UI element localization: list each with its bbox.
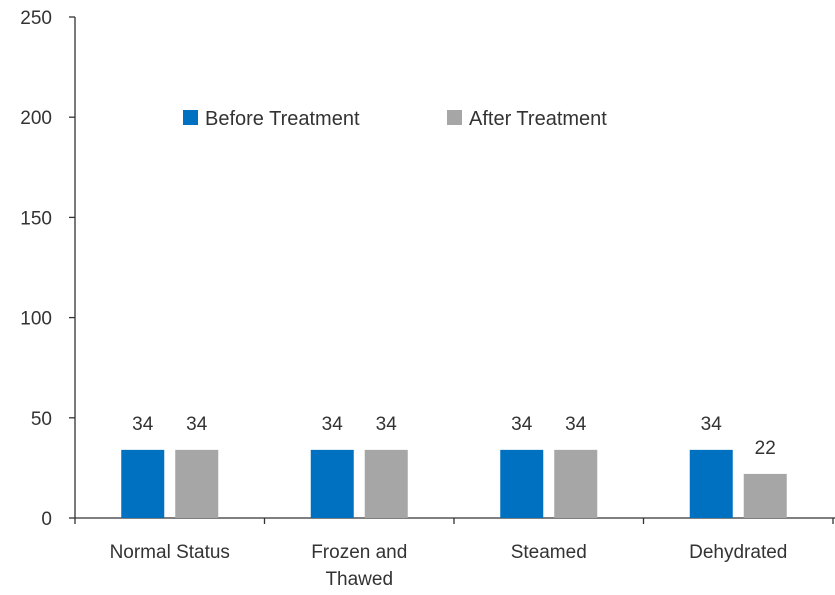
bar-before bbox=[500, 449, 544, 518]
data-label: 34 bbox=[511, 414, 533, 435]
x-category-label: Frozen and Thawed bbox=[311, 542, 407, 590]
y-tick-label: 0 bbox=[41, 509, 52, 530]
bar-before bbox=[310, 449, 354, 518]
data-label: 34 bbox=[322, 414, 344, 435]
bar-before bbox=[689, 449, 733, 518]
legend-label: Before Treatment bbox=[205, 108, 360, 130]
bar-after bbox=[175, 449, 219, 518]
data-label: 34 bbox=[701, 414, 723, 435]
x-category-label: Dehydrated bbox=[689, 542, 787, 563]
data-label: 22 bbox=[755, 438, 776, 459]
bar-before bbox=[121, 449, 165, 518]
y-tick-label: 100 bbox=[20, 309, 52, 330]
x-category-label: Steamed bbox=[511, 542, 587, 563]
data-label: 34 bbox=[132, 414, 154, 435]
y-tick-label: 200 bbox=[20, 108, 52, 129]
legend-label: After Treatment bbox=[469, 108, 607, 130]
y-tick-label: 150 bbox=[20, 208, 52, 229]
y-tick-label: 50 bbox=[31, 409, 52, 430]
data-label: 34 bbox=[186, 414, 208, 435]
bar-after bbox=[554, 449, 598, 518]
x-category-label: Normal Status bbox=[110, 542, 230, 563]
y-tick-label: 250 bbox=[20, 8, 52, 29]
bars bbox=[121, 449, 787, 518]
legend: Before Treatment After Treatment bbox=[183, 108, 607, 130]
legend-swatch bbox=[447, 110, 462, 125]
data-label: 34 bbox=[565, 414, 587, 435]
x-axis: Normal Status Frozen and Thawed Steamed Dehy… bbox=[74, 517, 835, 590]
data-labels: 34 34 34 34 34 34 34 22 bbox=[132, 414, 776, 459]
bar-after bbox=[743, 473, 787, 518]
legend-swatch bbox=[183, 110, 198, 125]
bar-after bbox=[364, 449, 408, 518]
y-axis: 0 50 100 150 200 250 bbox=[20, 8, 76, 530]
data-label: 34 bbox=[376, 414, 398, 435]
